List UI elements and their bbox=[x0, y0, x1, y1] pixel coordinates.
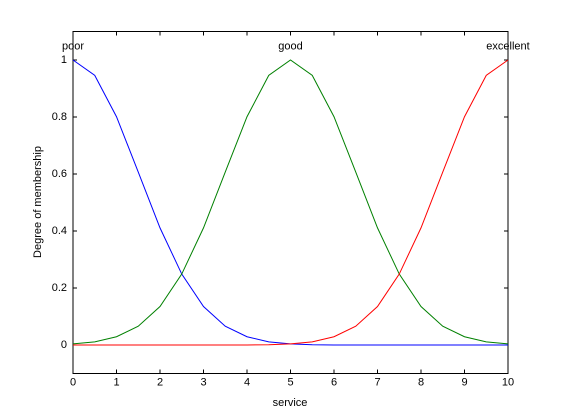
x-tick-label: 8 bbox=[418, 376, 424, 388]
mf-label: good bbox=[278, 40, 302, 52]
mf-label: excellent bbox=[486, 40, 529, 52]
y-tick-label: 1 bbox=[61, 54, 67, 66]
y-tick-label: 0 bbox=[61, 339, 67, 351]
y-tick-label: 0.2 bbox=[52, 282, 67, 294]
x-tick-label: 2 bbox=[157, 376, 163, 388]
y-tick-label: 0.4 bbox=[52, 225, 67, 237]
x-axis-label: service bbox=[273, 397, 308, 409]
mf-label: poor bbox=[62, 40, 84, 52]
x-tick-label: 4 bbox=[244, 376, 250, 388]
x-tick-label: 5 bbox=[287, 376, 293, 388]
y-tick-label: 0.8 bbox=[52, 111, 67, 123]
x-tick-label: 0 bbox=[70, 376, 76, 388]
axes-box bbox=[72, 31, 509, 374]
x-tick-label: 3 bbox=[200, 376, 206, 388]
x-tick-label: 6 bbox=[331, 376, 337, 388]
mf-line bbox=[72, 59, 509, 345]
x-tick-label: 1 bbox=[113, 376, 119, 388]
y-tick-label: 0.6 bbox=[52, 168, 67, 180]
mf-line bbox=[73, 59, 509, 346]
x-tick-label: 10 bbox=[502, 376, 514, 388]
x-tick-label: 9 bbox=[461, 376, 467, 388]
x-tick-label: 7 bbox=[374, 376, 380, 388]
y-axis-label: Degree of membership bbox=[32, 146, 44, 258]
